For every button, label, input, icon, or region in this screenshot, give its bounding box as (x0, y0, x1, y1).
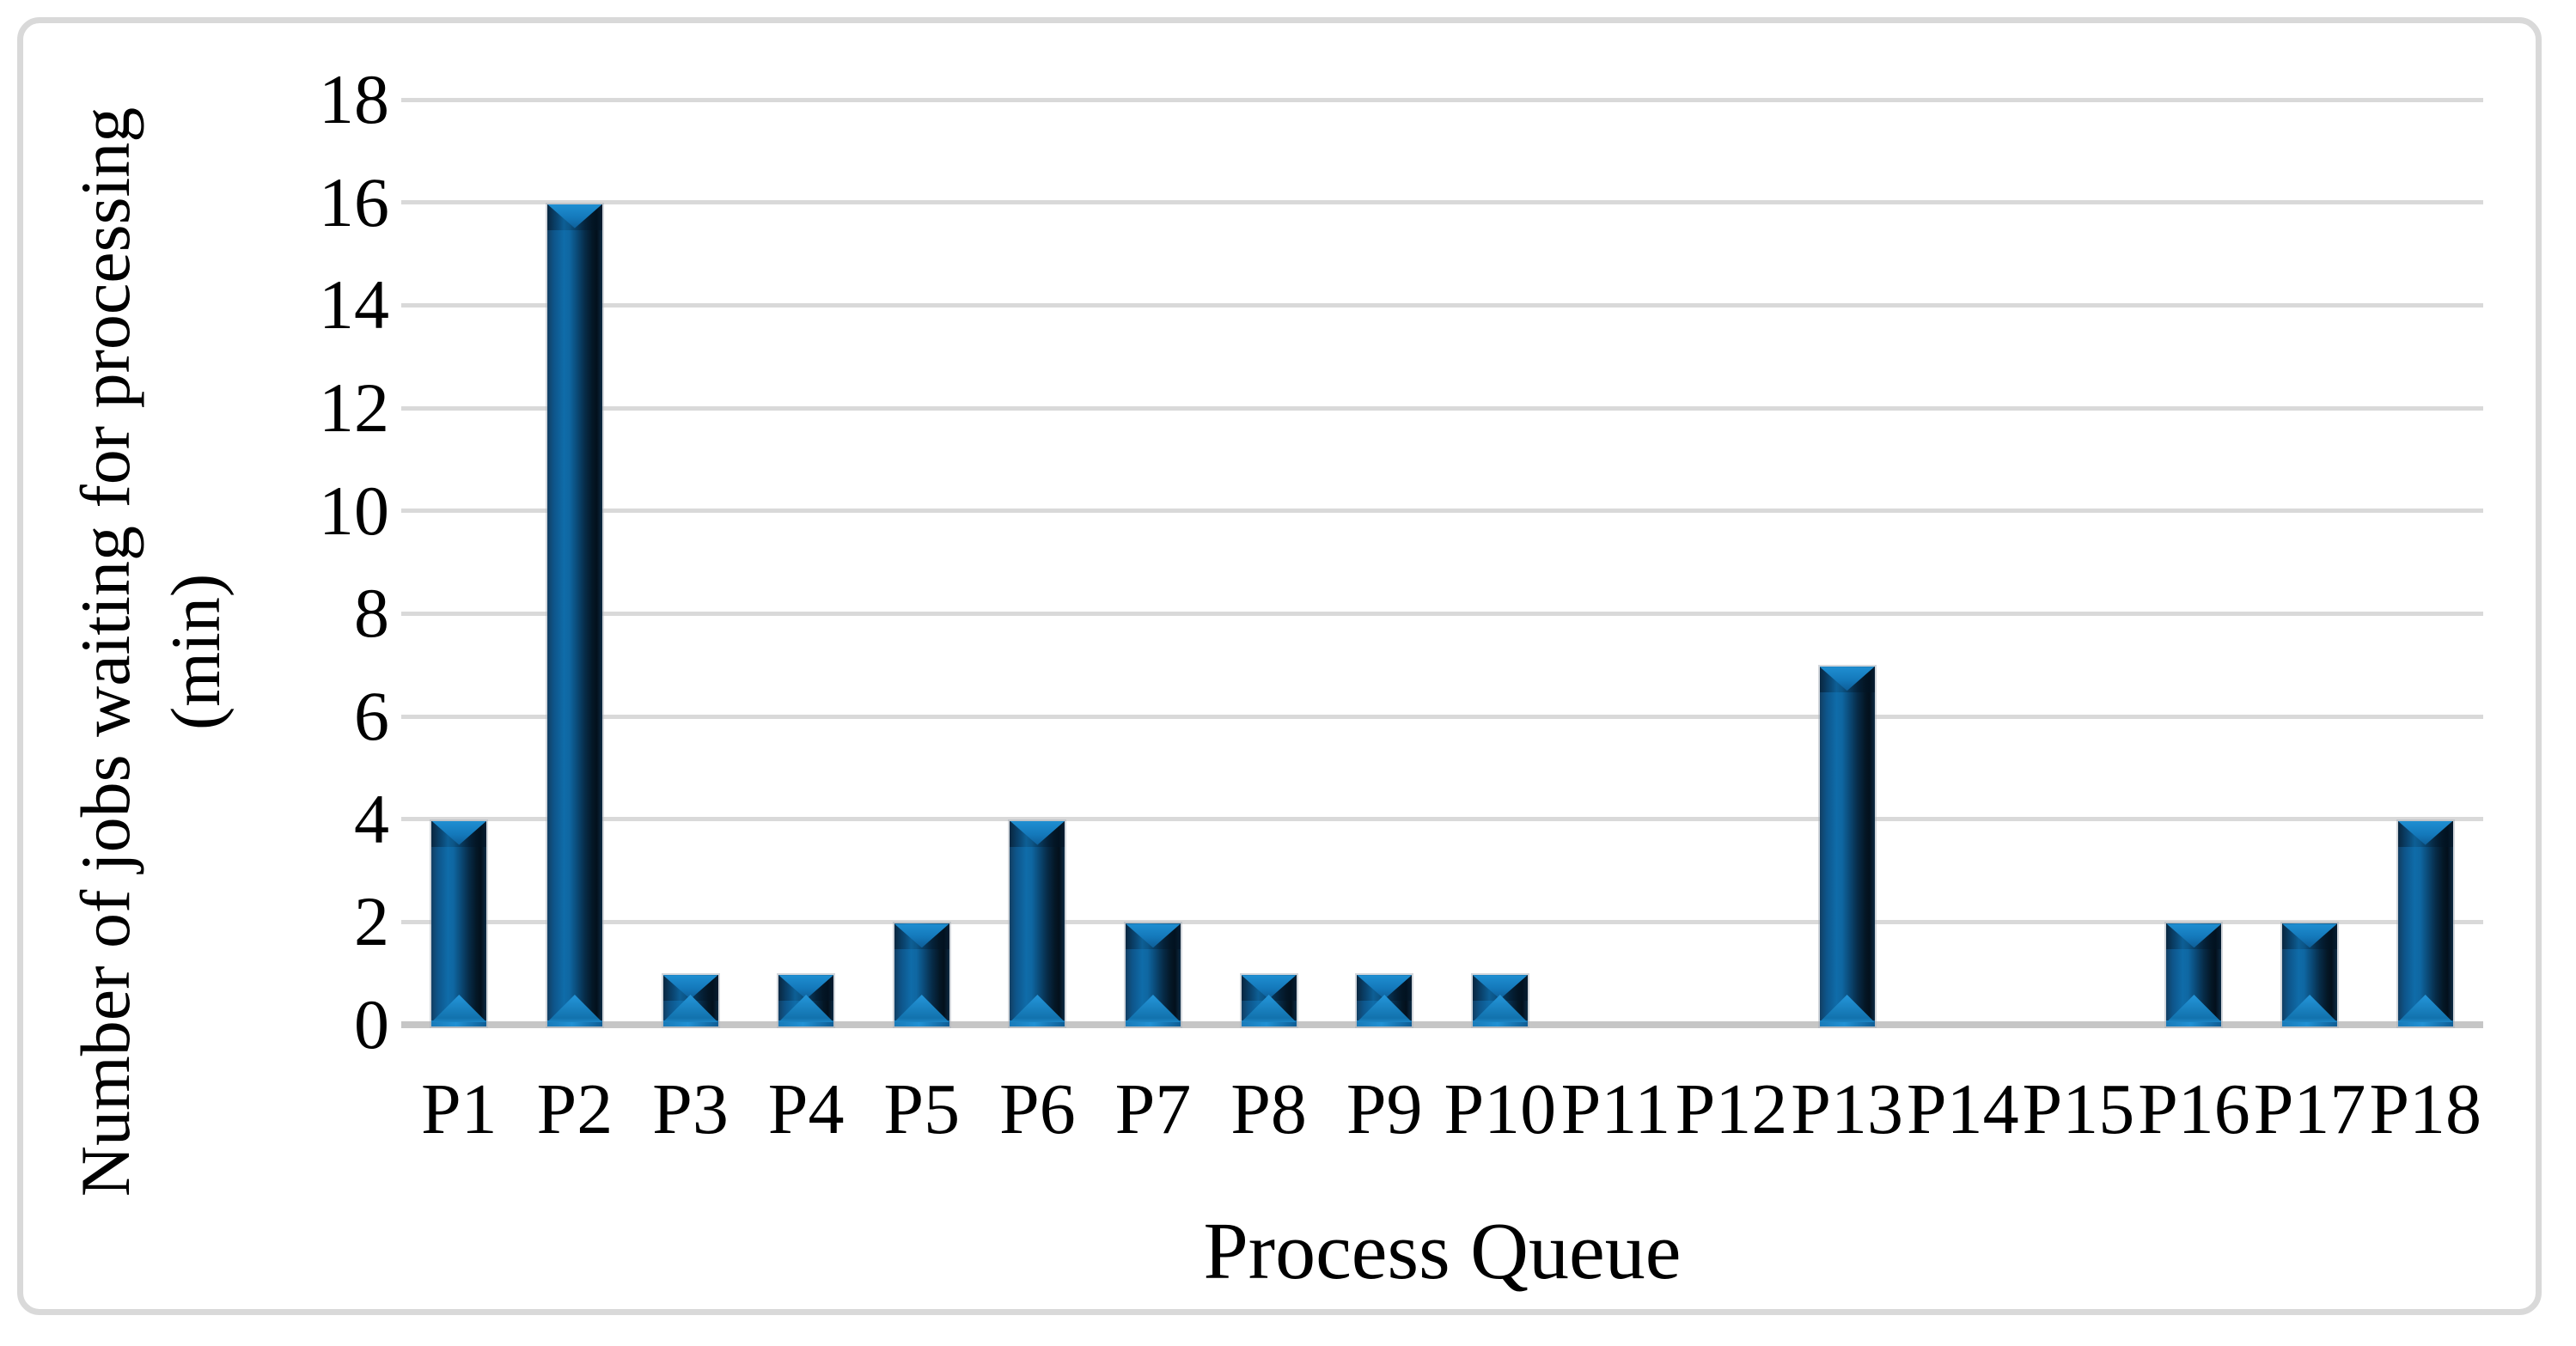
gridline-y18 (401, 97, 2483, 102)
bar-bottom-bevel (2397, 995, 2453, 1022)
gridline-y10 (401, 509, 2483, 514)
x-tick-label-P17: P17 (2253, 1069, 2366, 1149)
x-tick-label-P16: P16 (2138, 1069, 2250, 1149)
bar-bottom-bevel (894, 995, 949, 1022)
bar-base-strip (1241, 1020, 1297, 1026)
bar-bottom-bevel (1010, 995, 1065, 1022)
gridline-y14 (401, 302, 2483, 308)
bar-bottom-bevel (2166, 995, 2222, 1022)
x-tick-label-P14: P14 (1906, 1069, 2019, 1149)
bar-base-strip (546, 1020, 602, 1026)
x-tick-label-P12: P12 (1675, 1069, 1788, 1149)
bar-P8 (1241, 975, 1297, 1026)
bar-P18 (2397, 820, 2453, 1026)
chart-outer-frame (17, 17, 2542, 1315)
y-axis-title: Number of jobs waiting for processing (m… (61, 0, 241, 1322)
gridline-y8 (401, 611, 2483, 616)
x-tick-label-P18: P18 (2369, 1069, 2482, 1149)
y-tick-label-14: 14 (319, 265, 389, 344)
x-tick-label-P2: P2 (536, 1069, 613, 1149)
x-tick-label-P7: P7 (1114, 1069, 1192, 1149)
bar-base-strip (662, 1020, 718, 1026)
x-tick-label-P4: P4 (767, 1069, 845, 1149)
plot-area (401, 97, 2483, 1028)
bar-P3 (662, 975, 718, 1026)
bar-P17 (2282, 923, 2338, 1026)
gridline-y4 (401, 817, 2483, 822)
y-tick-label-16: 16 (319, 162, 389, 241)
bar-P1 (431, 820, 487, 1026)
y-tick-label-10: 10 (319, 471, 389, 550)
bar-P5 (894, 923, 949, 1026)
x-tick-label-P15: P15 (2022, 1069, 2135, 1149)
y-tick-label-6: 6 (354, 677, 389, 755)
gridline-y16 (401, 200, 2483, 205)
bar-base-strip (2397, 1020, 2453, 1026)
bar-P2 (546, 204, 602, 1026)
bar-base-strip (778, 1020, 834, 1026)
gridline-y2 (401, 919, 2483, 924)
x-tick-label-P10: P10 (1444, 1069, 1557, 1149)
bar-bottom-bevel (1819, 995, 1875, 1022)
bar-base-strip (2282, 1020, 2338, 1026)
bar-base-strip (1819, 1020, 1875, 1026)
x-axis-title: Process Queue (1203, 1207, 1682, 1296)
bar-base-strip (2166, 1020, 2222, 1026)
bar-bottom-bevel (431, 995, 487, 1022)
bar-base-strip (431, 1020, 487, 1026)
y-tick-label-8: 8 (354, 574, 389, 653)
x-tick-label-P6: P6 (998, 1069, 1076, 1149)
bar-base-strip (1357, 1020, 1413, 1026)
x-tick-label-P1: P1 (420, 1069, 497, 1149)
x-tick-label-P3: P3 (652, 1069, 729, 1149)
x-tick-label-P9: P9 (1346, 1069, 1423, 1149)
y-tick-label-4: 4 (354, 779, 389, 858)
gridline-y12 (401, 405, 2483, 411)
y-tick-label-12: 12 (319, 368, 389, 447)
x-axis-line (401, 1021, 2483, 1028)
x-tick-label-P8: P8 (1230, 1069, 1307, 1149)
y-axis-title-line1: Number of jobs waiting for processing (66, 107, 145, 1197)
bar-P16 (2166, 923, 2222, 1026)
bar-base-strip (894, 1020, 949, 1026)
bar-P13 (1819, 667, 1875, 1026)
bar-P4 (778, 975, 834, 1026)
bar-base-strip (1125, 1020, 1181, 1026)
y-tick-label-0: 0 (354, 985, 389, 1063)
bar-bottom-bevel (2282, 995, 2338, 1022)
bar-P6 (1010, 820, 1065, 1026)
y-tick-label-2: 2 (354, 882, 389, 961)
y-tick-label-18: 18 (319, 60, 389, 138)
gridline-y6 (401, 714, 2483, 719)
x-tick-label-P11: P11 (1560, 1069, 1671, 1149)
bar-P10 (1472, 975, 1528, 1026)
bar-bottom-bevel (546, 995, 602, 1022)
bar-P7 (1125, 923, 1181, 1026)
bar-base-strip (1472, 1020, 1528, 1026)
x-tick-label-P13: P13 (1791, 1069, 1903, 1149)
x-tick-label-P5: P5 (883, 1069, 961, 1149)
bar-P9 (1357, 975, 1413, 1026)
bar-base-strip (1010, 1020, 1065, 1026)
bar-bottom-bevel (1125, 995, 1181, 1022)
